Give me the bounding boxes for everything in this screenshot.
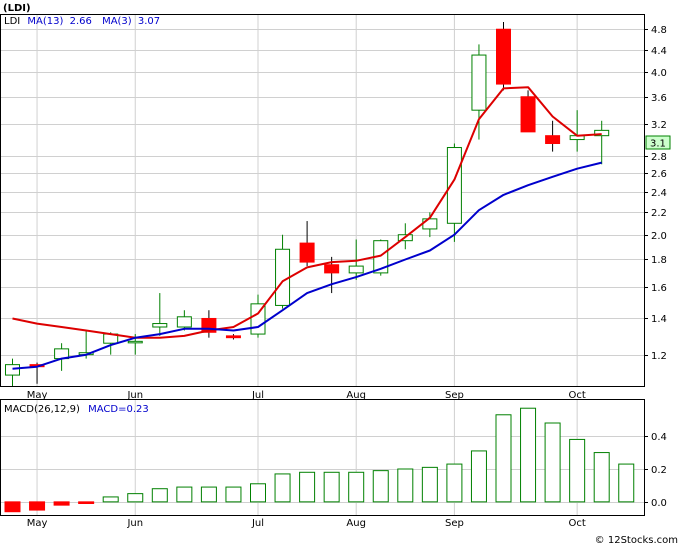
candle-up (471, 54, 487, 111)
candle-up (127, 340, 143, 344)
macd-bar (225, 486, 242, 503)
macd-bar (323, 471, 340, 503)
candle-up (446, 147, 462, 224)
price-y-tick-label: 1.2 (651, 351, 667, 362)
candle-up (176, 316, 192, 328)
macd-x-tick-label: Aug (346, 518, 366, 529)
price-y-tick-label: 2.6 (651, 169, 667, 180)
price-legend: LDI MA(13) 2.66 MA(3) 3.07 (4, 16, 160, 27)
macd-panel-frame (0, 399, 645, 516)
macd-bar (176, 486, 193, 503)
candle-down (324, 264, 340, 274)
macd-bar-negative (4, 501, 21, 513)
macd-x-tick-label: Jul (251, 518, 264, 529)
price-y-tick-label: 1.4 (651, 314, 667, 325)
macd-bar (274, 473, 291, 503)
macd-y-tick-label: 0.0 (651, 498, 667, 509)
price-y-tick-label: 2.0 (651, 231, 667, 242)
ticker-title: (LDI) (3, 3, 31, 14)
price-x-tick-label: May (27, 390, 48, 401)
macd-bar (495, 414, 512, 503)
price-y-tick-label: 2.4 (651, 188, 667, 199)
price-x-tick-label: Aug (346, 390, 366, 401)
price-x-tick-label: Sep (445, 390, 464, 401)
candle-up (348, 265, 364, 274)
ma3-line (12, 86, 602, 339)
macd-bar-negative (53, 501, 70, 506)
candle-up (5, 364, 20, 376)
candle-up (275, 248, 291, 306)
macd-bar (127, 493, 144, 503)
moving-averages (12, 86, 602, 370)
macd-bar (446, 463, 463, 503)
macd-histogram (4, 407, 635, 513)
macd-bar (372, 470, 389, 503)
watermark: © 12Stocks.com (595, 535, 678, 546)
legend-symbol: LDI (4, 16, 20, 27)
candlesticks (5, 22, 610, 386)
legend-ma3-value: 3.07 (138, 16, 160, 27)
price-x-tick-label: Oct (569, 390, 586, 401)
candle-down (299, 242, 315, 263)
legend-ma3-label: MA(3) (102, 16, 132, 27)
macd-bar-negative (78, 501, 95, 505)
macd-bar (569, 438, 586, 503)
macd-bar (593, 452, 610, 503)
candle-down (225, 335, 241, 339)
macd-x-tick-label: Sep (445, 518, 464, 529)
axis-labels: May May Jun Jun Jul Jul Aug Aug Sep Sep Oct Oct 1.2 1… (27, 25, 667, 529)
price-x-tick-label: Jul (251, 390, 264, 401)
macd-bar (102, 496, 119, 503)
price-x-tick-label: Jun (126, 390, 143, 401)
candle-down (545, 135, 561, 145)
legend-ma13-value: 2.66 (70, 16, 92, 27)
macd-y-tick-label: 0.2 (651, 465, 667, 476)
candle-down (496, 28, 511, 85)
price-y-tick-label: 1.8 (651, 255, 667, 266)
ma13-line (12, 161, 602, 370)
price-y-tick-label: 4.0 (651, 68, 667, 79)
price-y-tick-label: 4.8 (651, 25, 667, 36)
price-y-tick-label: 2.2 (651, 208, 667, 219)
macd-bar (151, 488, 168, 503)
last-price-badge-box (645, 135, 671, 150)
macd-bar (250, 483, 266, 503)
macd-bar (397, 468, 414, 503)
price-y-tick-label: 2.8 (651, 152, 667, 163)
macd-bar (520, 407, 537, 503)
macd-x-tick-label: Jun (126, 518, 143, 529)
macd-legend-label: MACD(26,12,9) (4, 404, 80, 415)
price-y-tick-label: 3.2 (651, 120, 667, 131)
macd-bar-negative (29, 501, 46, 511)
macd-bar (421, 466, 438, 503)
last-price-badge: 3.1 (650, 139, 666, 150)
legend-ma13-label: MA(13) (27, 16, 63, 27)
macd-x-tick-label: May (27, 518, 48, 529)
candle-up (422, 218, 438, 230)
macd-y-tick-label: 0.4 (651, 432, 667, 443)
macd-bar (299, 471, 316, 503)
macd-legend: MACD(26,12,9) MACD=0.23 (4, 404, 149, 415)
candle-down (520, 96, 536, 133)
candle-up (152, 323, 168, 328)
price-y-tick-label: 1.6 (651, 283, 667, 294)
macd-bar (618, 463, 635, 503)
macd-legend-value: MACD=0.23 (88, 404, 149, 415)
price-y-tick-label: 4.4 (651, 46, 667, 57)
price-panel-frame (0, 14, 645, 387)
macd-bar (200, 486, 217, 503)
macd-bar (348, 471, 365, 503)
macd-bar (470, 450, 487, 503)
macd-bar (544, 422, 561, 503)
price-y-tick-label: 3.6 (651, 93, 667, 104)
candle-up (594, 129, 610, 137)
macd-x-tick-label: Oct (569, 518, 586, 529)
